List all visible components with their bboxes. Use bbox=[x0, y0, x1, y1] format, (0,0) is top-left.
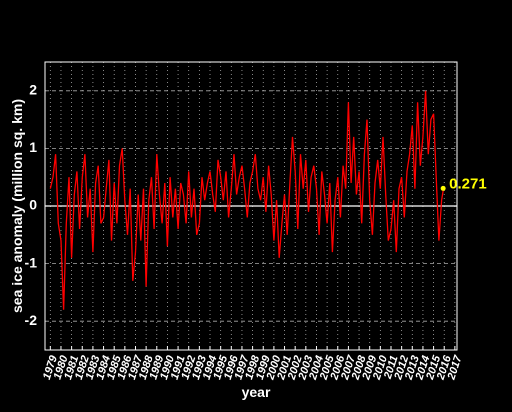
plot-frame bbox=[44, 61, 458, 351]
y-tick-label: 0 bbox=[29, 197, 37, 213]
data-line bbox=[49, 90, 444, 310]
y-tick-label: -1 bbox=[25, 254, 38, 270]
y-tick-label: 2 bbox=[29, 82, 37, 98]
annotation-label: 0.271 bbox=[449, 175, 487, 192]
x-axis-label: year bbox=[242, 384, 271, 400]
y-tick-label: -2 bbox=[25, 312, 38, 328]
annotation-dot bbox=[440, 185, 446, 191]
y-tick-label: 1 bbox=[29, 139, 37, 155]
y-axis-label: sea ice anomaly (million sq. km) bbox=[9, 99, 25, 313]
